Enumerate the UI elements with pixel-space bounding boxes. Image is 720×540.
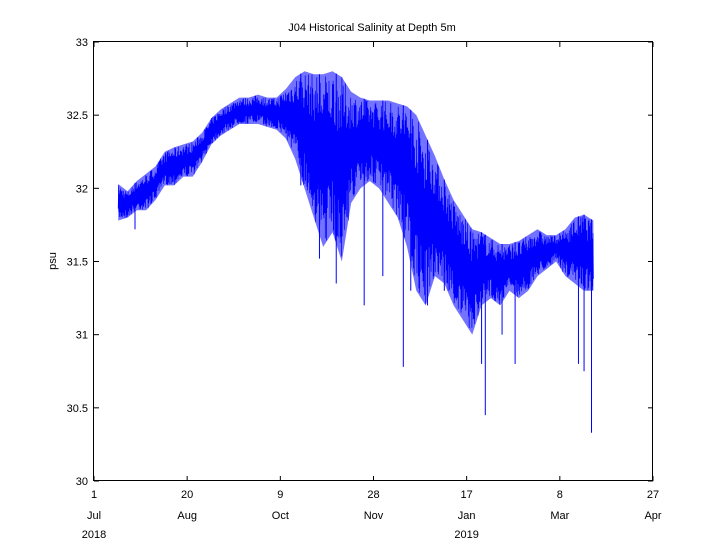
x-tick-month-label: Oct (272, 510, 289, 522)
x-tick-month-label: Mar (550, 510, 569, 522)
chart-title: J04 Historical Salinity at Depth 5m (288, 22, 456, 34)
x-tick-day-label: 1 (91, 489, 97, 501)
y-tick-label: 30 (76, 476, 88, 488)
x-tick-month-label: Jul (87, 510, 101, 522)
x-tick-day-label: 27 (647, 489, 659, 501)
x-tick-month-label: Aug (177, 510, 197, 522)
x-tick-day-label: 20 (181, 489, 193, 501)
y-tick-label: 31.5 (67, 257, 88, 269)
x-tick-year-label: 2018 (82, 529, 106, 540)
x-tick-month-label: Nov (364, 510, 384, 522)
x-tick-year-label: 2019 (454, 529, 478, 540)
x-tick-day-label: 28 (367, 489, 379, 501)
x-tick-day-label: 8 (557, 489, 563, 501)
y-tick-label: 32 (76, 183, 88, 195)
y-tick-label: 32.5 (67, 110, 88, 122)
x-tick-month-label: Jan (458, 510, 476, 522)
y-tick-label: 33 (76, 37, 88, 49)
series-layer (117, 71, 594, 433)
y-tick-label: 31 (76, 330, 88, 342)
x-tick-day-label: 17 (461, 489, 473, 501)
series-line (117, 74, 594, 329)
axes-layer: 30 30.5 31 31.5 32 32.5 33 1 Jul 2018 20 Aug 9 Oct 28 N… (67, 37, 662, 540)
x-tick-day-label: 9 (277, 489, 283, 501)
y-tick-label: 30.5 (67, 403, 88, 415)
y-axis-label: psu (47, 252, 59, 270)
x-tick-month-label: Apr (644, 510, 661, 522)
